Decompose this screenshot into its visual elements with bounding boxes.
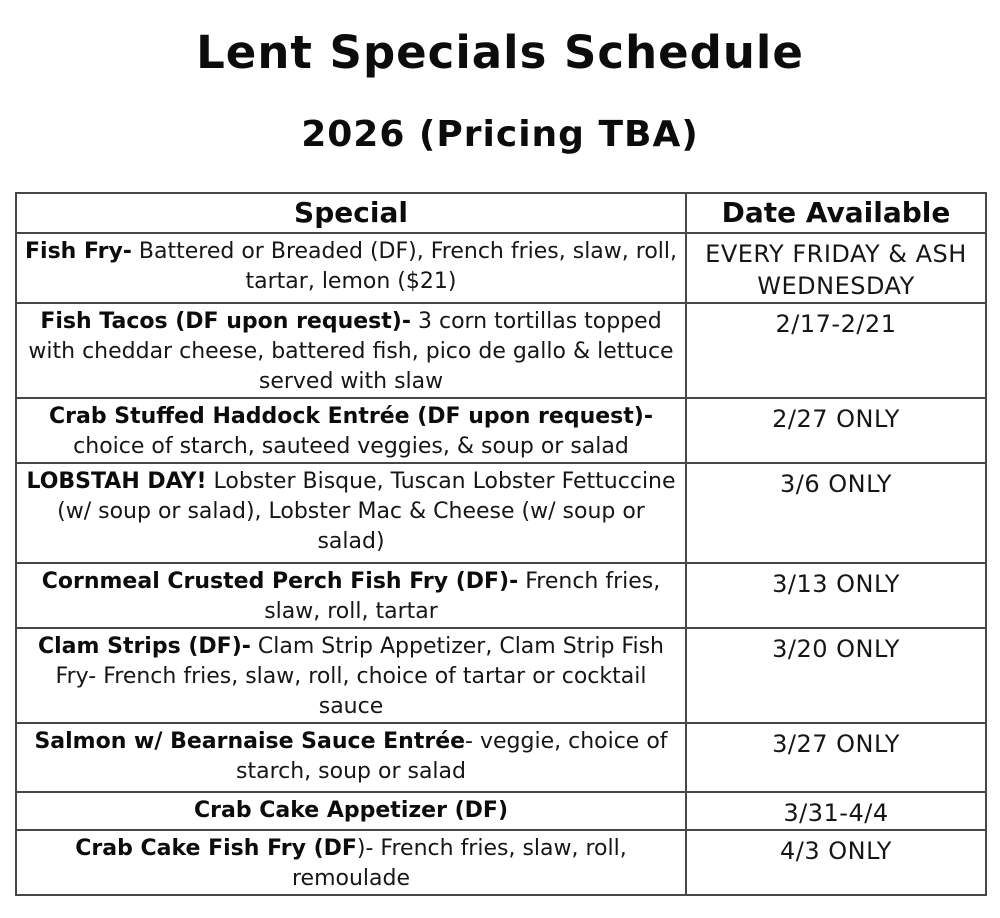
schedule-table-container: Special Date Available Fish Fry- Battere… xyxy=(15,192,987,896)
special-name: Fish Fry- xyxy=(25,239,132,264)
table-row-salmon-bearnaise: Salmon w/ Bearnaise Sauce Entrée- veggie… xyxy=(15,722,987,793)
special-cell: Crab Cake Fish Fry (DF)- French fries, s… xyxy=(15,829,687,896)
special-name: Salmon w/ Bearnaise Sauce Entrée xyxy=(34,729,466,754)
special-name: LOBSTAH DAY! xyxy=(26,469,207,494)
date-cell: 3/13 ONLY xyxy=(685,562,987,629)
special-description: Lobster Bisque, Tuscan Lobster Fettuccin… xyxy=(57,469,676,554)
date-cell: 3/27 ONLY xyxy=(685,722,987,793)
table-row-fish-tacos: Fish Tacos (DF upon request)- 3 corn tor… xyxy=(15,302,987,399)
date-cell: 2/17-2/21 xyxy=(685,302,987,399)
table-row-cornmeal-perch: Cornmeal Crusted Perch Fish Fry (DF)- Fr… xyxy=(15,562,987,629)
table-row-crab-stuffed-haddock: Crab Stuffed Haddock Entrée (DF upon req… xyxy=(15,397,987,464)
special-description: choice of starch, sauteed veggies, & sou… xyxy=(73,434,629,459)
table-row-crab-cake-appetizer: Crab Cake Appetizer (DF) 3/31-4/4 xyxy=(15,791,987,831)
page-title: Lent Specials Schedule xyxy=(196,26,804,79)
special-cell: Cornmeal Crusted Perch Fish Fry (DF)- Fr… xyxy=(15,562,687,629)
special-cell: Clam Strips (DF)- Clam Strip Appetizer, … xyxy=(15,627,687,724)
special-name: Crab Cake Appetizer (DF) xyxy=(194,798,508,823)
special-description: )- French fries, slaw, roll, remoulade xyxy=(291,836,627,891)
date-cell: 2/27 ONLY xyxy=(685,397,987,464)
special-cell: Fish Tacos (DF upon request)- 3 corn tor… xyxy=(15,302,687,399)
special-description: Battered or Breaded (DF), French fries, … xyxy=(131,239,678,294)
special-description: - veggie, choice of starch, soup or sala… xyxy=(236,729,668,784)
schedule-table: Special Date Available Fish Fry- Battere… xyxy=(15,192,987,896)
date-cell: 4/3 ONLY xyxy=(685,829,987,896)
special-cell: LOBSTAH DAY! Lobster Bisque, Tuscan Lobs… xyxy=(15,462,687,564)
date-cell: EVERY FRIDAY & ASH WEDNESDAY xyxy=(685,232,987,304)
special-name: Clam Strips (DF)- xyxy=(37,634,251,659)
date-cell: 3/20 ONLY xyxy=(685,627,987,724)
special-description: French fries, slaw, roll, tartar xyxy=(264,569,661,624)
table-row-clam-strips: Clam Strips (DF)- Clam Strip Appetizer, … xyxy=(15,627,987,724)
special-name: Crab Cake Fish Fry (DF xyxy=(75,836,357,861)
special-cell: Fish Fry- Battered or Breaded (DF), Fren… xyxy=(15,232,687,304)
special-cell: Salmon w/ Bearnaise Sauce Entrée- veggie… xyxy=(15,722,687,793)
column-header-date-available: Date Available xyxy=(685,192,987,234)
special-cell: Crab Cake Appetizer (DF) xyxy=(15,791,687,831)
table-header-row: Special Date Available xyxy=(15,192,987,234)
table-row-lobstah-day: LOBSTAH DAY! Lobster Bisque, Tuscan Lobs… xyxy=(15,462,987,564)
special-description: 3 corn tortillas topped with cheddar che… xyxy=(28,309,674,394)
date-cell: 3/31-4/4 xyxy=(685,791,987,831)
special-name: Fish Tacos (DF upon request)- xyxy=(40,309,411,334)
page-subtitle: 2026 (Pricing TBA) xyxy=(301,114,699,155)
special-name: Cornmeal Crusted Perch Fish Fry (DF)- xyxy=(41,569,519,594)
date-cell: 3/6 ONLY xyxy=(685,462,987,564)
column-header-special: Special xyxy=(15,192,687,234)
special-cell: Crab Stuffed Haddock Entrée (DF upon req… xyxy=(15,397,687,464)
special-description: Clam Strip Appetizer, Clam Strip Fish Fr… xyxy=(55,634,664,719)
table-row-fish-fry: Fish Fry- Battered or Breaded (DF), Fren… xyxy=(15,232,987,304)
table-row-crab-cake-fish-fry: Crab Cake Fish Fry (DF)- French fries, s… xyxy=(15,829,987,896)
special-name: Crab Stuffed Haddock Entrée (DF upon req… xyxy=(49,404,653,429)
